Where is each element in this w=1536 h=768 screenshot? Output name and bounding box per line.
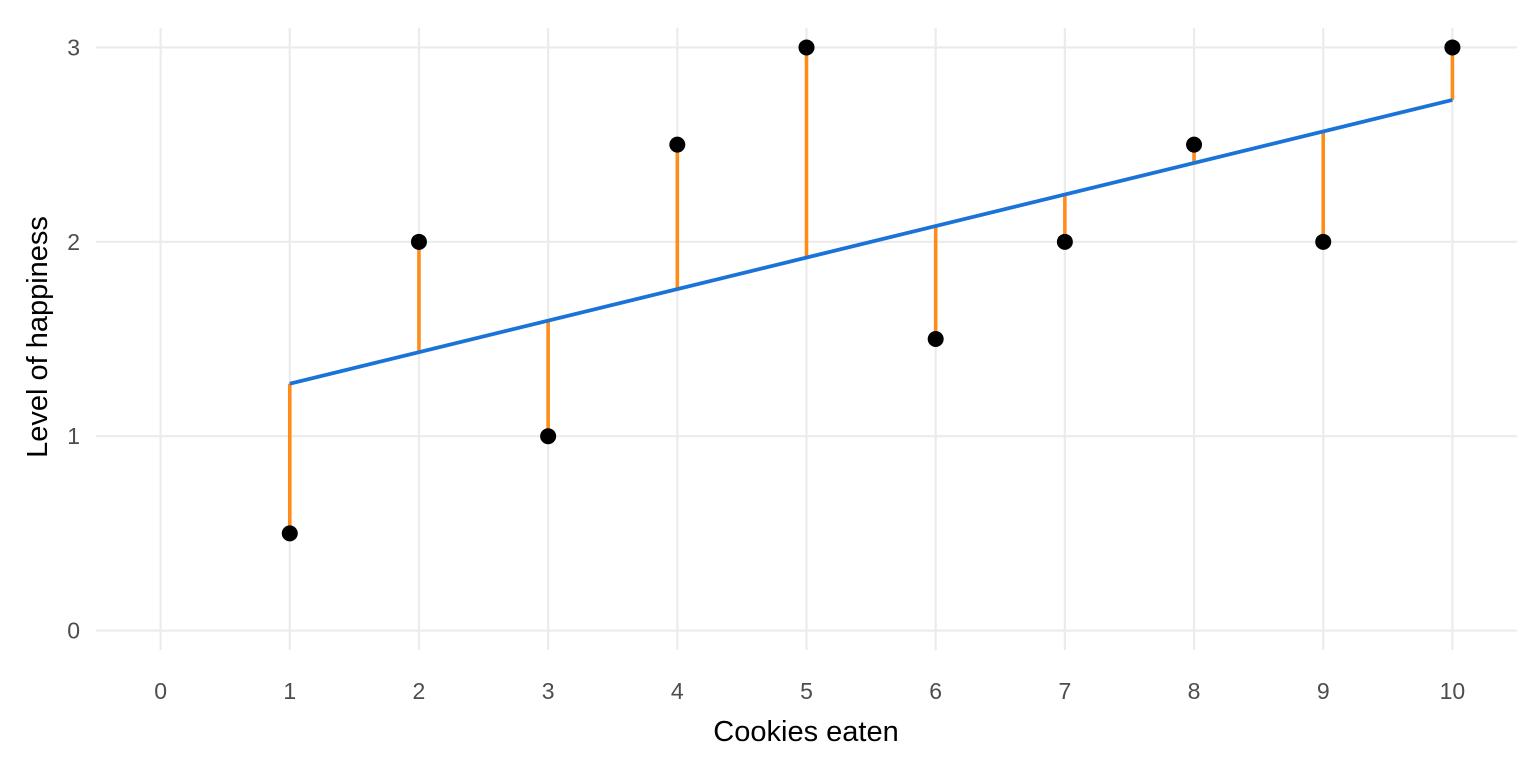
x-tick-label: 1 [283, 678, 296, 704]
regression-line [289, 98, 1453, 386]
y-tick-label: 3 [67, 34, 80, 60]
data-point [540, 428, 557, 445]
data-point [1315, 233, 1332, 250]
data-point [281, 525, 298, 542]
data-points [281, 39, 1461, 542]
x-axis-title: Cookies eaten [713, 716, 898, 748]
x-tick-label: 2 [413, 678, 426, 704]
regression-line-group [289, 98, 1453, 386]
x-tick-label: 4 [671, 678, 684, 704]
x-tick-label: 6 [929, 678, 942, 704]
y-axis-ticks: 0 1 2 3 [67, 34, 80, 643]
x-tick-label: 0 [154, 678, 167, 704]
y-axis-title: Level of happiness [22, 216, 54, 458]
data-point [410, 233, 427, 250]
residual-segments [287, 47, 1455, 534]
y-tick-label: 2 [67, 229, 80, 255]
data-point [927, 331, 944, 347]
x-tick-label: 3 [542, 678, 555, 704]
data-point [798, 39, 815, 56]
data-point [669, 136, 686, 153]
y-tick-label: 1 [67, 423, 80, 449]
y-tick-label: 0 [67, 618, 80, 644]
x-tick-label: 5 [800, 678, 813, 704]
x-tick-label: 9 [1317, 678, 1330, 704]
x-tick-label: 8 [1188, 678, 1201, 704]
data-point [1056, 233, 1073, 250]
x-tick-label: 10 [1440, 678, 1466, 704]
x-tick-label: 7 [1058, 678, 1071, 704]
x-axis-ticks: 0 1 2 3 4 5 6 7 8 9 10 [154, 678, 1465, 704]
data-point [1444, 39, 1461, 56]
data-point [1186, 136, 1203, 153]
